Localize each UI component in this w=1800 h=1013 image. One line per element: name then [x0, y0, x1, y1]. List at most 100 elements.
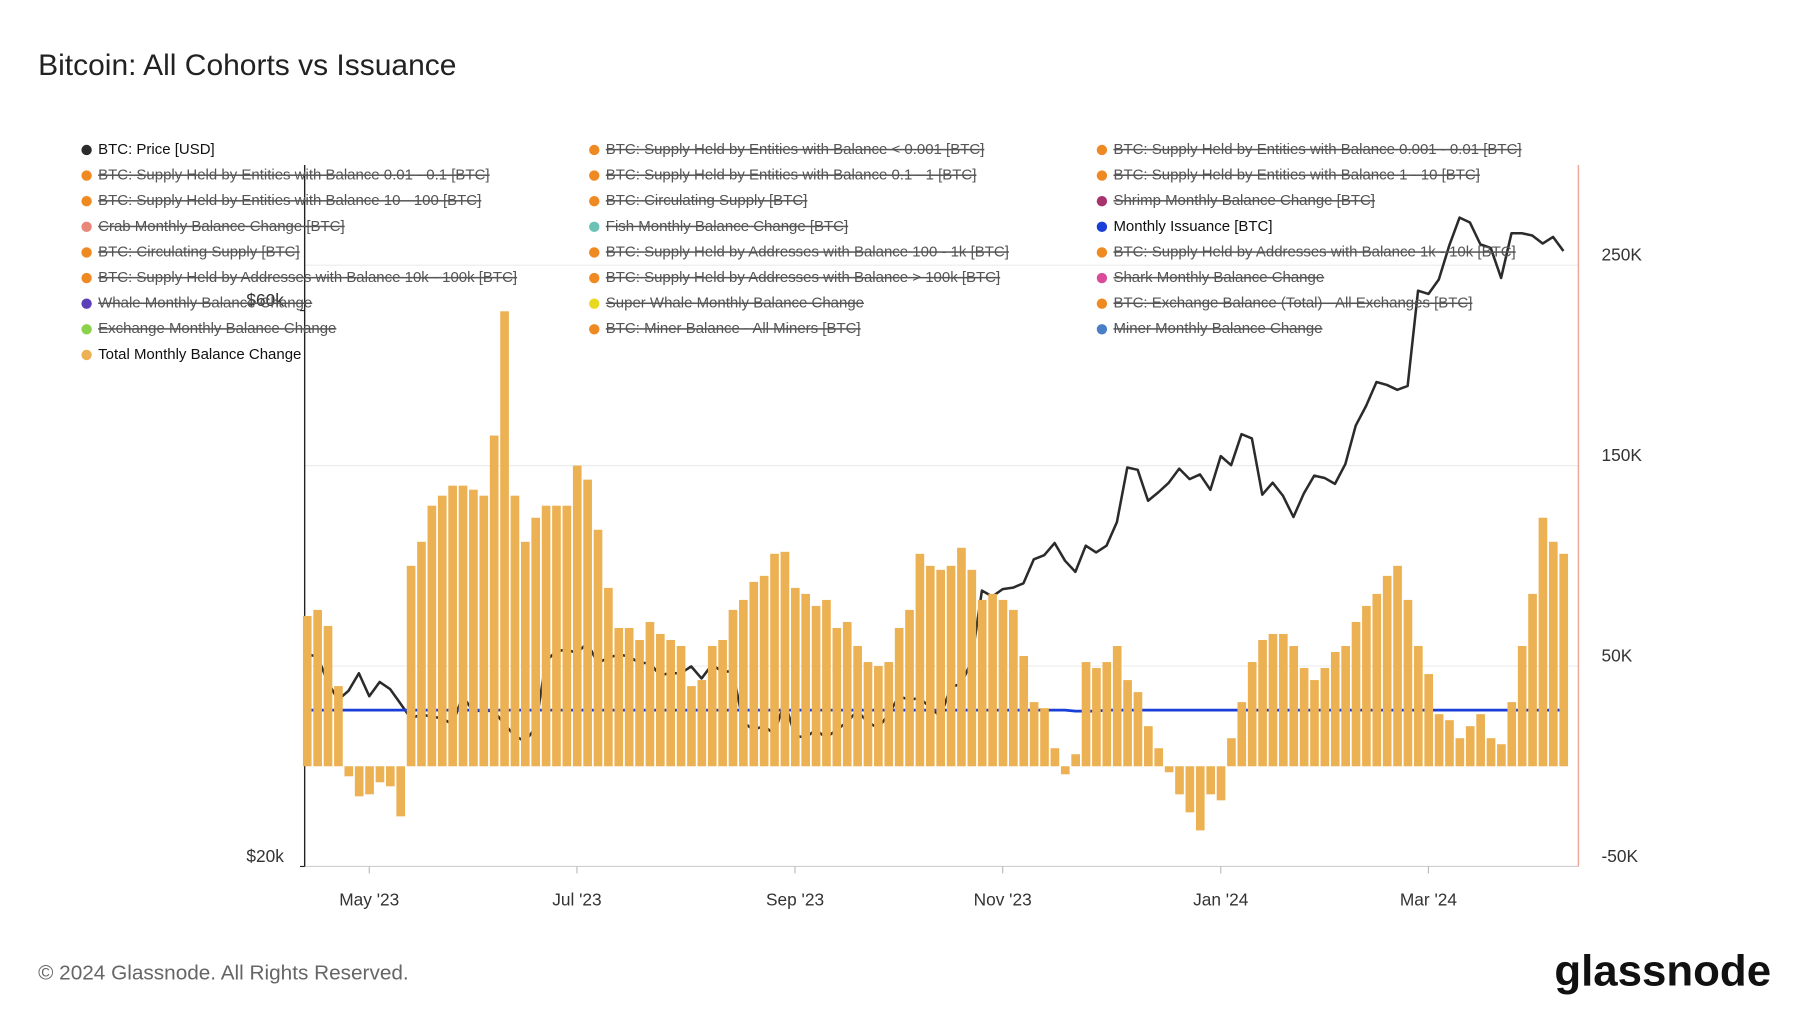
legend-marker [81, 247, 92, 258]
legend-marker [589, 170, 600, 181]
legend-label[interactable]: Exchange Monthly Balance Change [98, 320, 336, 337]
bar [1279, 633, 1288, 767]
y-tick-label: $60k [246, 290, 284, 310]
bar [822, 599, 831, 767]
bar [1559, 553, 1569, 767]
legend-label[interactable]: BTC: Circulating Supply [BTC] [98, 243, 300, 260]
bar [811, 605, 821, 767]
legend-marker [589, 298, 600, 309]
bar [739, 599, 748, 767]
bar [541, 505, 551, 767]
x-tick-label: Jul '23 [552, 890, 601, 910]
legend-marker [1096, 144, 1108, 156]
bar [863, 662, 873, 767]
bar [500, 311, 509, 767]
legend-label[interactable]: Fish Monthly Balance Change [BTC] [606, 218, 848, 235]
bar [1497, 744, 1506, 767]
bar [1154, 748, 1164, 767]
bar [1019, 656, 1029, 767]
bar [520, 541, 530, 767]
bar [427, 505, 437, 767]
bar [967, 569, 977, 767]
legend-label[interactable]: BTC: Supply Held by Entities with Balanc… [1113, 167, 1479, 184]
bar [1060, 766, 1070, 775]
bar [687, 686, 696, 767]
legend-marker [1096, 170, 1108, 181]
legend-marker [1096, 324, 1108, 335]
x-tick-label: Sep '23 [766, 890, 824, 910]
bar [977, 599, 987, 767]
bar [1330, 652, 1340, 767]
bar [874, 666, 883, 767]
bar [884, 662, 894, 767]
bar [344, 766, 354, 777]
legend-label[interactable]: BTC: Supply Held by Addresses with Balan… [98, 269, 517, 286]
x-tick-label: May '23 [339, 890, 399, 910]
legend-marker [589, 247, 600, 258]
x-tick-label: Mar '24 [1400, 890, 1458, 910]
bar [1175, 766, 1184, 795]
bar [1123, 680, 1132, 767]
legend-label[interactable]: Total Monthly Balance Change [98, 346, 301, 363]
bar [1341, 646, 1350, 767]
bar [1455, 738, 1465, 767]
bar [1548, 541, 1558, 767]
bar [988, 593, 997, 767]
bar [1216, 766, 1226, 801]
legend-label[interactable]: BTC: Price [USD] [98, 141, 215, 158]
bar [946, 565, 956, 767]
legend-label[interactable]: BTC: Supply Held by Entities with Balanc… [98, 167, 489, 184]
legend-label[interactable]: BTC: Miner Balance - All Miners [BTC] [606, 320, 861, 337]
bar [1393, 565, 1402, 767]
legend-label[interactable]: Whale Monthly Balance Change [98, 295, 312, 312]
legend-label[interactable]: BTC: Supply Held by Entities with Balanc… [606, 141, 985, 158]
legend-label[interactable]: BTC: Supply Held by Addresses with Balan… [1113, 243, 1515, 260]
legend-label[interactable]: Shark Monthly Balance Change [1113, 269, 1324, 286]
bar [406, 565, 416, 767]
legend-marker [1096, 196, 1108, 207]
legend-label[interactable]: Super Whale Monthly Balance Change [606, 295, 864, 312]
x-tick-label: Jan '24 [1193, 890, 1249, 910]
bar [510, 495, 520, 767]
bar [1351, 621, 1361, 767]
legend-label[interactable]: Miner Monthly Balance Change [1113, 320, 1322, 337]
legend-marker [589, 221, 600, 233]
bar [583, 479, 592, 767]
bar [676, 646, 686, 767]
bar [1071, 754, 1080, 767]
bar [1268, 633, 1278, 767]
legend-label[interactable]: Crab Monthly Balance Change [BTC] [98, 218, 345, 235]
bar [894, 627, 904, 767]
bar [759, 575, 769, 767]
bar [1434, 714, 1444, 767]
bar [1237, 702, 1247, 767]
bar [448, 485, 457, 767]
bar [1299, 668, 1309, 767]
bar [936, 569, 945, 767]
bar [957, 547, 966, 767]
bar [915, 553, 925, 767]
legend-marker [1096, 221, 1108, 233]
bar [313, 609, 322, 767]
bar [1258, 639, 1267, 767]
legend-label[interactable]: BTC: Supply Held by Addresses with Balan… [606, 243, 1009, 260]
bar [1445, 720, 1454, 767]
bar [396, 766, 406, 817]
legend-label[interactable]: BTC: Supply Held by Entities with Balanc… [98, 192, 481, 209]
legend-label[interactable]: BTC: Supply Held by Entities with Balanc… [1113, 141, 1521, 158]
bar [1424, 674, 1434, 767]
bar [655, 633, 665, 767]
bar [604, 587, 613, 767]
bar [593, 529, 603, 767]
legend-label[interactable]: BTC: Supply Held by Addresses with Balan… [606, 269, 1000, 286]
bar [572, 465, 582, 767]
bar [1382, 575, 1392, 767]
legend-label[interactable]: Shrimp Monthly Balance Change [BTC] [1113, 192, 1375, 209]
bar [1476, 714, 1485, 767]
legend-label[interactable]: BTC: Exchange Balance (Total) - All Exch… [1113, 295, 1472, 312]
legend-label[interactable]: Monthly Issuance [BTC] [1113, 218, 1272, 235]
legend-label[interactable]: BTC: Supply Held by Entities with Balanc… [606, 167, 977, 184]
legend-label[interactable]: BTC: Circulating Supply [BTC] [606, 192, 808, 209]
bar [323, 625, 333, 767]
